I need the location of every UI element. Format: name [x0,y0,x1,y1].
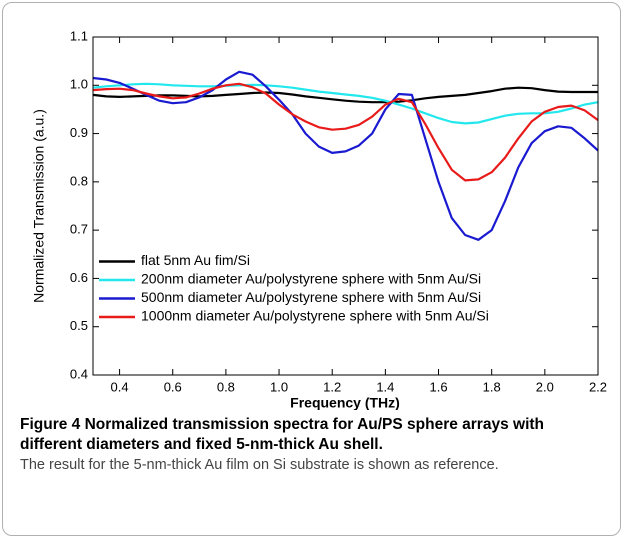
y-tick-label: 0.6 [70,270,88,285]
y-tick-label: 0.4 [70,366,88,381]
caption: Figure 4 Normalized transmission spectra… [20,415,610,475]
y-axis-label: Normalized Transmission (a.u.) [31,109,47,303]
y-tick-label: 0.8 [70,173,88,188]
x-axis-label: Frequency (THz) [290,395,400,410]
caption-text: The result for the 5-nm-thick Au film on… [20,457,499,473]
legend-label: flat 5nm Au fim/Si [141,252,250,268]
figure-frame [2,2,621,536]
x-tick-label: 2.2 [589,379,607,394]
y-tick-label: 0.7 [70,222,88,237]
x-tick-label: 1.6 [429,379,447,394]
legend-label: 1000nm diameter Au/polystyrene sphere wi… [141,308,489,324]
caption-title: Figure 4 Normalized transmission spectra… [20,416,545,453]
series-line [92,82,599,125]
chart: Frequency (THz) Normalized Transmission … [31,28,607,410]
y-tick-label: 0.5 [70,318,88,333]
x-tick-label: 0.6 [164,379,182,394]
x-tick-label: 2.0 [536,379,554,394]
x-tick-label: 0.8 [217,379,235,394]
x-tick-label: 0.4 [111,379,129,394]
plot-frame [92,36,599,376]
x-tick-label: 1.8 [483,379,501,394]
series-line [92,86,598,104]
y-tick-label: 0.9 [70,125,88,140]
y-tick-label: 1.1 [70,28,88,43]
x-tick-label: 1.4 [376,379,394,394]
legend-label: 500nm diameter Au/polystyrene sphere wit… [141,289,481,305]
legend-label: 200nm diameter Au/polystyrene sphere wit… [141,271,481,287]
series-line [92,82,599,182]
series-line [92,70,599,241]
x-tick-label: 1.0 [270,379,288,394]
y-tick-label: 1.0 [70,77,88,92]
x-tick-label: 1.2 [323,379,341,394]
